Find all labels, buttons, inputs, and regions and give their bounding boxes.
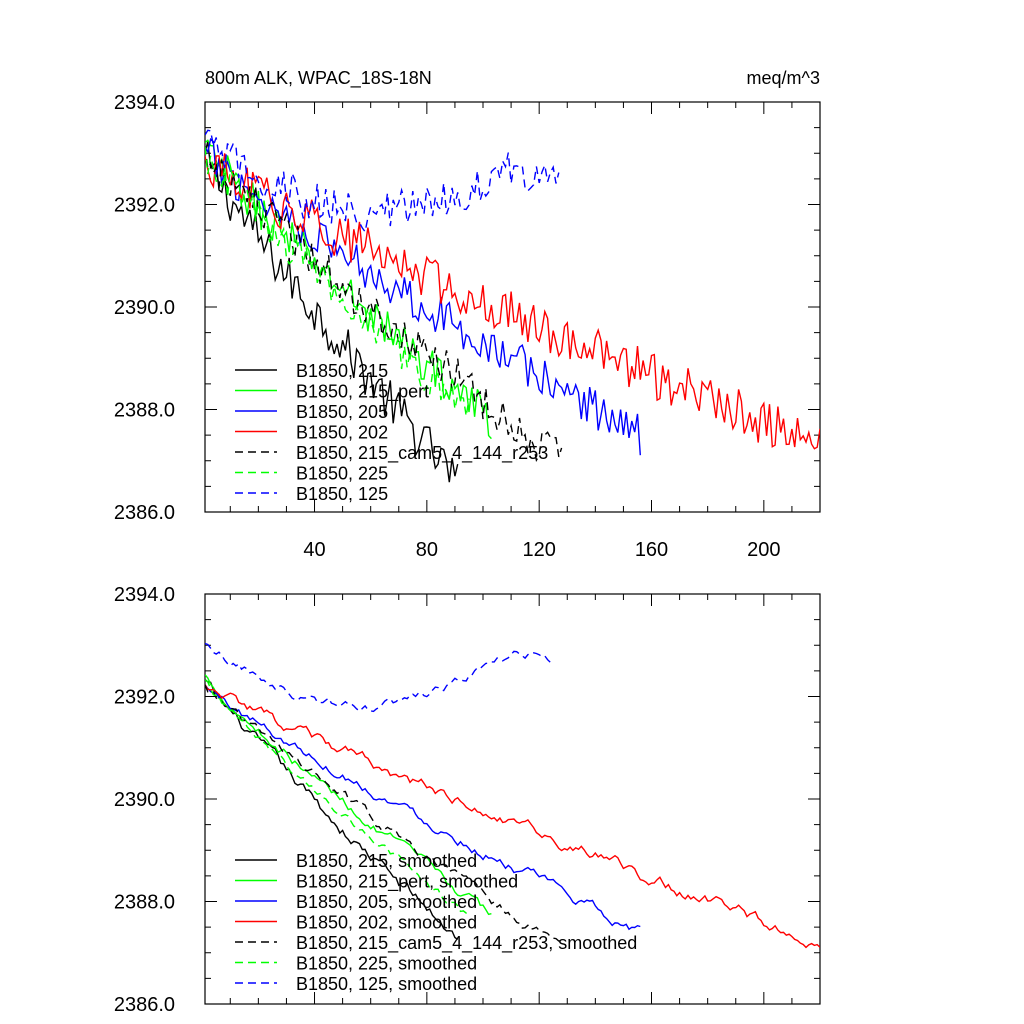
legend-label: B1850, 215_pert (296, 382, 429, 403)
series-line (205, 679, 459, 941)
bottom-panel: 2386.0 2388.0 2390.0 2392.0 2394.0 B1850, 215… (114, 584, 821, 1016)
series-line (205, 141, 459, 483)
legend-label: B1850, 225 (296, 464, 388, 484)
series-line (205, 679, 470, 916)
legend-label: B1850, 125, smoothed (296, 974, 477, 994)
series-line (205, 146, 470, 417)
series-line (205, 684, 562, 942)
legend-label: B1850, 215_cam5_4_144_r253, smoothed (296, 933, 637, 954)
series-line (205, 129, 560, 234)
y-tick-label: 2386.0 (114, 502, 175, 524)
legend-label: B1850, 202, smoothed (296, 913, 477, 933)
x-tick-label: 120 (522, 539, 555, 561)
y-tick-label: 2392.0 (114, 195, 175, 217)
top-panel: 800m ALK, WPAC_18S-18N meq/m^3 2386.0 238… (114, 68, 821, 561)
legend-label: B1850, 205, smoothed (296, 892, 477, 912)
legend-label: B1850, 205 (296, 402, 388, 422)
x-tick-label: 80 (416, 539, 438, 561)
legend-label: B1850, 225, smoothed (296, 954, 477, 974)
x-tick-label: 40 (303, 539, 325, 561)
x-tick-label: 160 (635, 539, 668, 561)
panel-title-left: 800m ALK, WPAC_18S-18N (205, 68, 432, 89)
y-tick-label: 2390.0 (114, 297, 175, 319)
legend-label: B1850, 125 (296, 484, 388, 504)
y-tick-label: 2394.0 (114, 92, 175, 114)
y-tick-label: 2394.0 (114, 584, 175, 606)
series-line (205, 153, 820, 450)
series-line (205, 684, 641, 931)
y-tick-label: 2386.0 (114, 994, 175, 1016)
panel-title-right: meq/m^3 (747, 68, 820, 88)
legend-label: B1850, 215_pert, smoothed (296, 872, 518, 893)
series-line (205, 674, 492, 916)
x-tick-label: 200 (747, 539, 780, 561)
y-tick-label: 2388.0 (114, 892, 175, 914)
legend-label: B1850, 215_cam5_4_144_r253 (296, 443, 548, 464)
legend-label: B1850, 202 (296, 423, 388, 443)
legend-label: B1850, 215 (296, 361, 388, 381)
series-line (205, 684, 820, 949)
y-tick-label: 2390.0 (114, 789, 175, 811)
series-group (205, 129, 820, 483)
y-tick-label: 2392.0 (114, 687, 175, 709)
series-line (205, 137, 641, 456)
series-group (205, 642, 820, 949)
series-line (205, 146, 563, 463)
series-line (205, 642, 551, 713)
legend-label: B1850, 215, smoothed (296, 851, 477, 871)
y-tick-label: 2388.0 (114, 400, 175, 422)
series-line (205, 139, 492, 440)
